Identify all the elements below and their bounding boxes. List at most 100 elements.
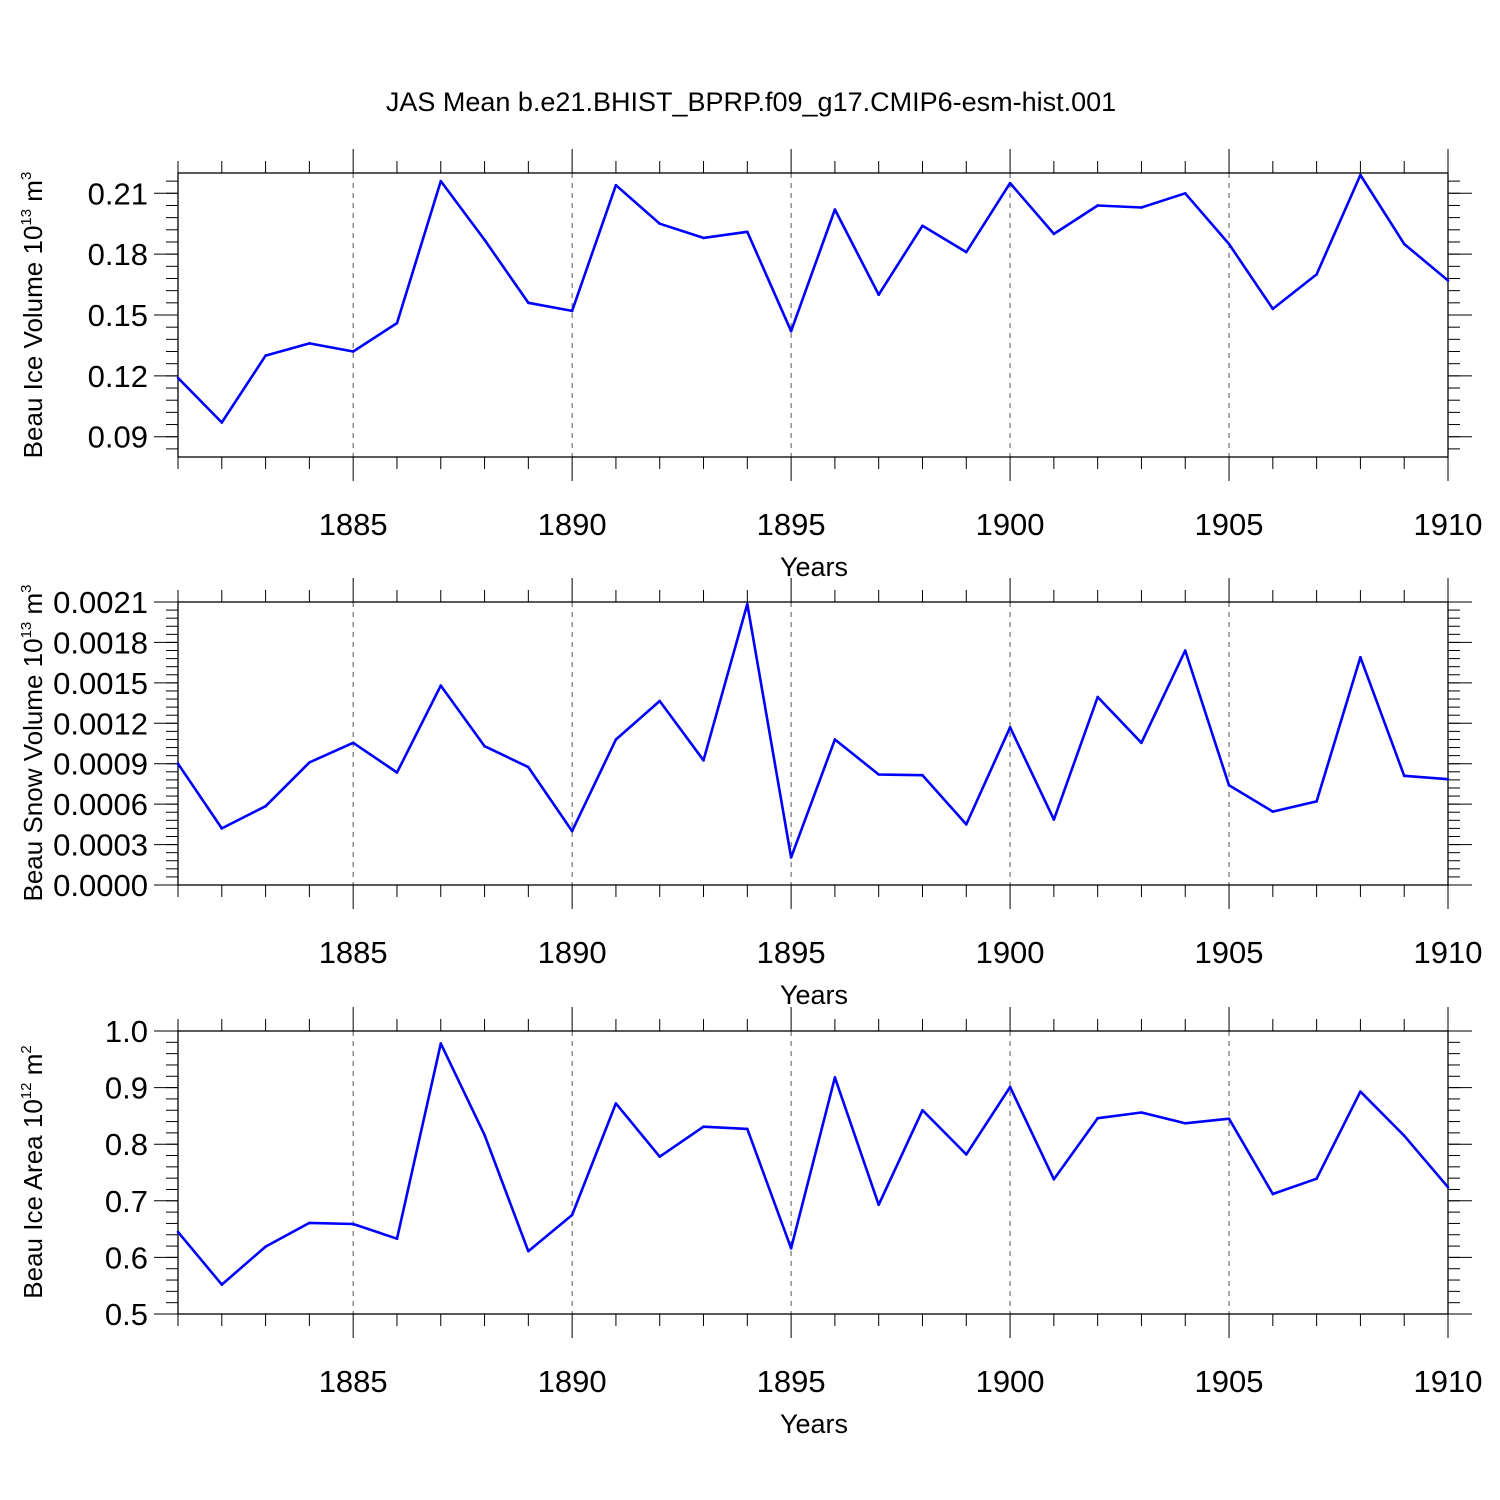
data-point bbox=[483, 744, 486, 748]
data-point bbox=[483, 1133, 486, 1137]
data-point bbox=[1271, 1192, 1275, 1196]
data-point bbox=[1227, 1117, 1231, 1121]
data-point bbox=[308, 1221, 311, 1225]
plot-frame bbox=[177, 1030, 1449, 1315]
y-axis-label-text: Beau Ice Volume 10 bbox=[18, 226, 48, 459]
plot-frame bbox=[177, 601, 1449, 886]
data-point bbox=[176, 762, 180, 766]
x-tick-label: 1905 bbox=[1195, 507, 1264, 542]
data-point bbox=[833, 738, 837, 741]
data-point bbox=[570, 829, 574, 833]
y-tick-label: 0.8 bbox=[105, 1127, 148, 1162]
y-tick-label: 0.21 bbox=[88, 176, 148, 211]
data-point bbox=[1227, 242, 1231, 246]
data-point bbox=[1271, 307, 1275, 311]
data-point bbox=[351, 741, 355, 745]
y-axis-label-unit-exponent: 3 bbox=[18, 585, 35, 593]
data-point bbox=[702, 759, 705, 762]
y-tick-label: 0.15 bbox=[88, 298, 148, 333]
series-line bbox=[176, 602, 1449, 859]
y-tick-label: 1.0 bbox=[105, 1014, 148, 1049]
y-tick-label: 0.0003 bbox=[53, 828, 148, 863]
panel-ice-volume: 0.09 0.12 0.15 0.18 0.21 1885 1890 1895 1900 1905… bbox=[18, 149, 1482, 582]
x-tick-label: 1910 bbox=[1414, 1364, 1483, 1399]
data-point bbox=[1052, 232, 1056, 236]
x-tick-label: 1895 bbox=[757, 507, 826, 542]
data-point bbox=[570, 1213, 574, 1217]
data-point bbox=[308, 761, 311, 764]
x-tick-label: 1895 bbox=[757, 1364, 826, 1399]
data-point bbox=[1446, 279, 1450, 282]
x-tick-label: 1900 bbox=[976, 935, 1045, 970]
data-point bbox=[395, 1237, 399, 1241]
data-point bbox=[220, 1283, 224, 1286]
data-point bbox=[1008, 1085, 1012, 1089]
data-point bbox=[527, 1249, 530, 1253]
data-point bbox=[395, 771, 399, 774]
x-tick-label: 1885 bbox=[319, 935, 388, 970]
y-tick-label: 0.18 bbox=[88, 237, 148, 272]
data-point bbox=[833, 1076, 837, 1079]
data-point bbox=[789, 1247, 793, 1250]
data-point bbox=[264, 804, 267, 808]
y-tick-label: 0.0021 bbox=[53, 585, 148, 620]
y-tick-label: 0.7 bbox=[105, 1184, 148, 1219]
data-point bbox=[964, 823, 968, 826]
y-tick-label: 0.6 bbox=[105, 1240, 148, 1275]
data-point bbox=[439, 684, 443, 687]
x-tick-label: 1900 bbox=[976, 507, 1045, 542]
x-axis-label: Years bbox=[780, 980, 848, 1010]
data-point bbox=[1315, 1177, 1318, 1181]
data-point bbox=[308, 342, 311, 345]
data-point bbox=[1402, 1134, 1406, 1138]
y-tick-label: 0.0006 bbox=[53, 787, 148, 822]
y-axis-label: Beau Ice Area 1012 m2 bbox=[18, 1045, 48, 1298]
data-point bbox=[833, 208, 837, 211]
data-point bbox=[527, 765, 530, 769]
y-axis-label-exponent: 13 bbox=[18, 622, 35, 639]
x-tick-label: 1895 bbox=[757, 935, 826, 970]
data-point bbox=[877, 293, 880, 297]
data-point bbox=[746, 602, 749, 606]
data-point bbox=[1096, 204, 1099, 207]
x-tick-label: 1905 bbox=[1195, 935, 1264, 970]
data-point bbox=[964, 250, 968, 254]
data-point bbox=[877, 1203, 880, 1207]
y-axis-label-unit-exponent: 3 bbox=[18, 172, 35, 180]
x-axis-label: Years bbox=[780, 1409, 848, 1439]
panel-snow-volume: 0.0000 0.0003 0.0006 0.0009 0.0012 0.0015 0.00… bbox=[18, 578, 1482, 1010]
y-tick-label: 0.0009 bbox=[53, 747, 148, 782]
data-point bbox=[220, 421, 224, 424]
series-line bbox=[177, 1042, 1449, 1286]
x-tick-label: 1890 bbox=[538, 1364, 607, 1399]
x-tick-label: 1900 bbox=[976, 1364, 1045, 1399]
y-tick-label: 0.0015 bbox=[53, 666, 148, 701]
data-point bbox=[921, 224, 924, 228]
data-point bbox=[702, 236, 705, 240]
data-point bbox=[527, 301, 530, 305]
data-point bbox=[1052, 1177, 1056, 1181]
x-tick-label: 1885 bbox=[319, 507, 388, 542]
y-axis-label-unit: m bbox=[18, 593, 48, 622]
data-point bbox=[220, 827, 224, 830]
x-tick-label: 1910 bbox=[1414, 507, 1483, 542]
y-axis-label: Beau Ice Volume 1013 m3 bbox=[18, 172, 48, 459]
data-point bbox=[1096, 695, 1099, 699]
panel-ice-area: 0.5 0.6 0.7 0.8 0.9 1.0 1885 1890 1895 1900 1905 19… bbox=[18, 1007, 1482, 1439]
data-point bbox=[746, 230, 749, 234]
y-axis-label-exponent: 13 bbox=[18, 209, 35, 226]
data-point bbox=[1402, 242, 1406, 246]
data-point bbox=[1315, 273, 1318, 276]
data-point bbox=[1183, 1121, 1187, 1125]
data-point bbox=[921, 1108, 924, 1112]
y-tick-label: 0.12 bbox=[88, 359, 148, 394]
data-point bbox=[1359, 173, 1362, 177]
data-point bbox=[1140, 206, 1143, 209]
data-point bbox=[614, 738, 618, 741]
data-point bbox=[483, 238, 486, 242]
data-point bbox=[1402, 774, 1406, 778]
data-point bbox=[877, 773, 880, 776]
y-axis-label-unit: m bbox=[18, 180, 48, 209]
data-point bbox=[1008, 726, 1012, 729]
